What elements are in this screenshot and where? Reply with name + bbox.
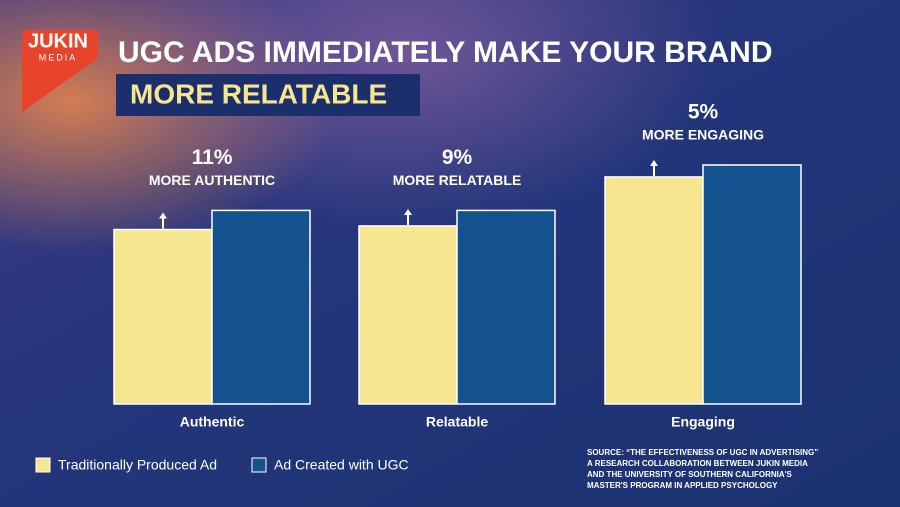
legend-swatch	[35, 457, 51, 473]
logo-name: JUKIN	[28, 30, 88, 52]
bar	[702, 164, 802, 405]
legend-label: Ad Created with UGC	[274, 457, 409, 473]
subtitle-box	[116, 74, 420, 116]
x-tick-label: Authentic	[180, 414, 245, 430]
source-line: MASTER'S PROGRAM IN APPLIED PSYCHOLOGY	[587, 481, 778, 490]
arrow-head	[159, 212, 167, 219]
arrow-head	[404, 208, 412, 215]
annotation-value: 11%	[192, 146, 233, 169]
annotation-value: 9%	[442, 146, 473, 169]
logo-shape	[22, 30, 98, 112]
source-line: A RESEARCH COLLABORATION BETWEEN JUKIN M…	[587, 459, 808, 468]
bar	[113, 228, 213, 405]
source-line: AND THE UNIVERSITY OF SOUTHERN CALIFORNI…	[587, 470, 793, 479]
x-tick-label: Relatable	[426, 414, 488, 430]
bar	[358, 225, 458, 405]
source: SOURCE: “THE EFFECTIVENESS OF UGC IN ADV…	[587, 448, 818, 490]
arrow-head	[650, 159, 658, 166]
source-line: SOURCE: “THE EFFECTIVENESS OF UGC IN ADV…	[587, 448, 818, 457]
annotation-text: MORE ENGAGING	[642, 127, 764, 143]
legend-swatch	[251, 457, 267, 473]
chart-title: UGC ADS IMMEDIATELY MAKE YOUR BRAND	[118, 36, 773, 69]
x-tick-label: Engaging	[671, 414, 735, 430]
chart-subtitle: MORE RELATABLE	[130, 78, 387, 109]
annotation-text: MORE RELATABLE	[393, 172, 522, 188]
logo-sub: MEDIA	[39, 52, 78, 62]
annotation-value: 5%	[688, 101, 719, 124]
bar	[456, 209, 556, 405]
bar	[211, 209, 311, 405]
bar	[604, 176, 704, 405]
annotation-text: MORE AUTHENTIC	[149, 172, 275, 188]
legend-label: Traditionally Produced Ad	[58, 457, 217, 473]
